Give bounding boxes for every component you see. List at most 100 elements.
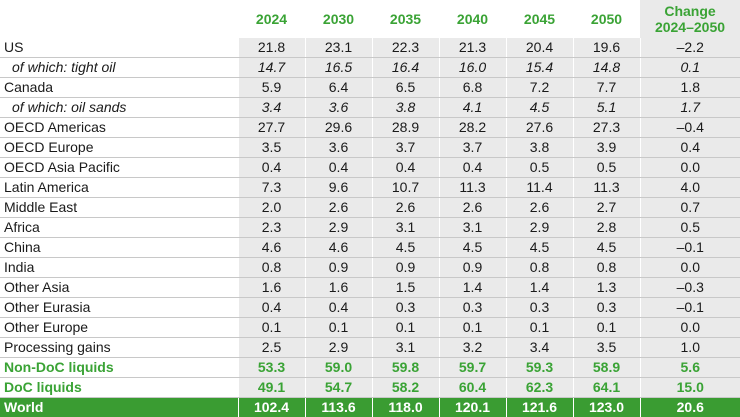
value-cell: 3.9 (573, 138, 640, 158)
value-cell: 0.4 (238, 298, 305, 318)
header-change-line2: 2024–2050 (640, 19, 740, 35)
value-cell: 54.7 (305, 378, 372, 398)
row-label: Africa (0, 218, 238, 238)
value-cell: 0.3 (439, 298, 506, 318)
value-cell: 2.6 (506, 198, 573, 218)
value-cell: 1.4 (439, 278, 506, 298)
header-year-2040: 2040 (439, 0, 506, 38)
change-cell: 20.6 (640, 398, 740, 417)
value-cell: 3.7 (439, 138, 506, 158)
value-cell: 27.3 (573, 118, 640, 138)
header-label-cell (0, 0, 238, 38)
value-cell: 3.1 (372, 338, 439, 358)
value-cell: 16.4 (372, 58, 439, 78)
value-cell: 0.4 (372, 158, 439, 178)
header-year-2030: 2030 (305, 0, 372, 38)
value-cell: 3.1 (439, 218, 506, 238)
value-cell: 2.9 (305, 218, 372, 238)
value-cell: 2.6 (305, 198, 372, 218)
value-cell: 4.6 (238, 238, 305, 258)
value-cell: 3.6 (305, 98, 372, 118)
value-cell: 11.3 (573, 178, 640, 198)
value-cell: 3.7 (372, 138, 439, 158)
value-cell: 0.4 (305, 298, 372, 318)
header-row: 2024 2030 2035 2040 2045 2050 Change 202… (0, 0, 740, 38)
value-cell: 59.3 (506, 358, 573, 378)
change-cell: 0.0 (640, 258, 740, 278)
row-label: World (0, 398, 238, 417)
header-year-2045: 2045 (506, 0, 573, 38)
value-cell: 1.4 (506, 278, 573, 298)
value-cell: 113.6 (305, 398, 372, 417)
value-cell: 14.7 (238, 58, 305, 78)
value-cell: 19.6 (573, 38, 640, 58)
value-cell: 58.9 (573, 358, 640, 378)
value-cell: 0.3 (506, 298, 573, 318)
value-cell: 58.2 (372, 378, 439, 398)
value-cell: 4.5 (372, 238, 439, 258)
row-label: OECD Americas (0, 118, 238, 138)
value-cell: 7.2 (506, 78, 573, 98)
value-cell: 59.7 (439, 358, 506, 378)
value-cell: 6.5 (372, 78, 439, 98)
value-cell: 59.8 (372, 358, 439, 378)
change-cell: 15.0 (640, 378, 740, 398)
value-cell: 2.7 (573, 198, 640, 218)
header-change-line1: Change (640, 3, 740, 19)
header-year-2050: 2050 (573, 0, 640, 38)
value-cell: 4.6 (305, 238, 372, 258)
value-cell: 0.8 (506, 258, 573, 278)
change-cell: 5.6 (640, 358, 740, 378)
value-cell: 22.3 (372, 38, 439, 58)
value-cell: 59.0 (305, 358, 372, 378)
value-cell: 3.5 (573, 338, 640, 358)
value-cell: 0.4 (305, 158, 372, 178)
value-cell: 0.3 (372, 298, 439, 318)
row-label: Non-DoC liquids (0, 358, 238, 378)
value-cell: 4.5 (506, 98, 573, 118)
change-cell: –0.3 (640, 278, 740, 298)
value-cell: 3.6 (305, 138, 372, 158)
row-label: OECD Asia Pacific (0, 158, 238, 178)
row-label: Latin America (0, 178, 238, 198)
value-cell: 15.4 (506, 58, 573, 78)
value-cell: 53.3 (238, 358, 305, 378)
value-cell: 0.1 (305, 318, 372, 338)
row-label: of which: oil sands (0, 98, 238, 118)
value-cell: 23.1 (305, 38, 372, 58)
change-cell: –0.4 (640, 118, 740, 138)
value-cell: 0.1 (238, 318, 305, 338)
value-cell: 21.8 (238, 38, 305, 58)
value-cell: 49.1 (238, 378, 305, 398)
value-cell: 2.5 (238, 338, 305, 358)
row-label: Processing gains (0, 338, 238, 358)
change-cell: 0.5 (640, 218, 740, 238)
value-cell: 2.0 (238, 198, 305, 218)
value-cell: 0.5 (506, 158, 573, 178)
value-cell: 9.6 (305, 178, 372, 198)
value-cell: 2.9 (506, 218, 573, 238)
value-cell: 28.2 (439, 118, 506, 138)
value-cell: 4.5 (439, 238, 506, 258)
value-cell: 11.4 (506, 178, 573, 198)
value-cell: 123.0 (573, 398, 640, 417)
value-cell: 3.2 (439, 338, 506, 358)
row-label: OECD Europe (0, 138, 238, 158)
